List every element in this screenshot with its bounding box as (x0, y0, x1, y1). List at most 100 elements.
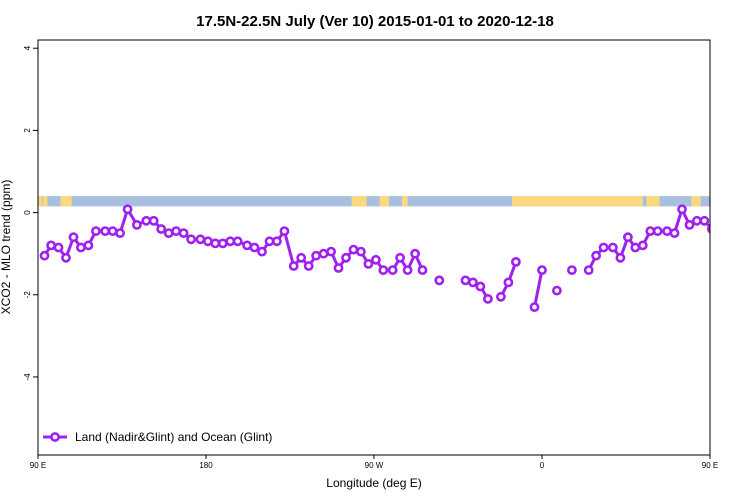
data-point (348, 244, 359, 255)
data-point (475, 281, 486, 292)
data-point (61, 252, 71, 263)
data-point (482, 293, 493, 304)
data-point (107, 226, 118, 236)
data-point (257, 246, 267, 257)
data-point (148, 215, 159, 226)
land-band-segment (38, 196, 42, 207)
land-band-segment (42, 196, 48, 207)
data-point (210, 238, 221, 249)
data-point (370, 254, 381, 265)
land-band-segment (691, 196, 701, 207)
data-point (53, 242, 64, 253)
y-tick-label: 4 (23, 45, 32, 50)
data-point (567, 265, 577, 275)
land-band-segment (646, 196, 660, 207)
data-point (39, 250, 50, 261)
data-point (630, 242, 641, 253)
data-point (178, 228, 189, 238)
data-point (326, 246, 336, 257)
data-point (552, 285, 562, 296)
data-point (91, 226, 101, 236)
land-band-segment (717, 196, 724, 206)
legend-label: Land (Nadir&Glint) and Ocean (Glint) (75, 430, 272, 444)
data-point (529, 302, 540, 312)
data-point (699, 215, 710, 226)
data-point (100, 226, 111, 236)
land-band-segment (512, 196, 643, 207)
data-point (402, 265, 413, 275)
data-point (288, 261, 299, 271)
y-tick-label: -4 (23, 373, 32, 381)
data-point (503, 277, 514, 288)
y-tick-label: 0 (23, 210, 32, 215)
data-point (637, 240, 648, 251)
land-band-segment (351, 196, 367, 207)
y-axis-label: XCO2 - MLO trend (ppm) (0, 180, 13, 315)
data-point (163, 228, 174, 238)
x-tick-label: 180 (199, 461, 213, 470)
data-point (598, 242, 609, 253)
data-point (707, 224, 710, 234)
data-point (417, 265, 428, 275)
data-point (662, 226, 672, 236)
series-line (533, 269, 544, 308)
data-point (723, 230, 730, 237)
data-point (122, 204, 133, 215)
data-point (186, 234, 196, 245)
data-point (495, 291, 506, 302)
data-point (615, 252, 626, 263)
data-point (677, 204, 687, 215)
data-point (83, 240, 94, 251)
legend: Land (Nadir&Glint) and Ocean (Glint) (43, 430, 272, 444)
x-tick-label: 90 E (702, 461, 718, 470)
data-point (232, 236, 243, 247)
data-point (684, 219, 695, 230)
data-point (537, 265, 547, 275)
x-tick-label: 90 W (365, 461, 384, 470)
data-point (623, 232, 633, 243)
data-point (195, 234, 206, 245)
data-point (460, 275, 471, 286)
data-point (434, 275, 445, 286)
land-band-segment (710, 196, 714, 206)
data-point (171, 226, 181, 236)
legend-marker (50, 432, 60, 442)
land-band-segment (60, 196, 72, 207)
data-point (395, 252, 405, 263)
data-point (591, 250, 601, 261)
data-point (341, 252, 351, 263)
data-point (387, 265, 398, 275)
x-tick-label: 0 (540, 461, 545, 470)
x-tick-label: 90 E (30, 461, 46, 470)
series-land-ocean (39, 204, 730, 312)
data-point (363, 258, 374, 269)
data-point (311, 250, 321, 261)
data-point (156, 224, 167, 234)
data-point (318, 248, 329, 259)
land-band-segment (402, 196, 408, 207)
data-point (467, 277, 478, 288)
data-point (378, 265, 389, 275)
data-point (217, 238, 228, 249)
x-axis-label: Longitude (deg E) (326, 476, 421, 490)
y-axis: 4 2 0 -2 -4 (23, 45, 38, 380)
data-point (303, 261, 314, 271)
data-point (131, 219, 142, 230)
data-point (333, 263, 344, 273)
data-point (716, 230, 723, 237)
chart-title: 17.5N-22.5N July (Ver 10) 2015-01-01 to … (196, 13, 554, 30)
data-point (692, 215, 702, 226)
ocean-band (38, 196, 710, 207)
data-point (249, 242, 260, 253)
data-point (669, 228, 680, 238)
land-band-segment (379, 196, 389, 207)
y-tick-label: 2 (23, 128, 32, 133)
data-point (355, 246, 366, 257)
y-tick-label: -2 (23, 291, 32, 299)
data-point (410, 248, 420, 259)
data-point (68, 232, 79, 243)
data-point (271, 236, 282, 247)
x-axis: 90 E 180 90 W 0 90 E (30, 455, 718, 470)
data-point (608, 242, 618, 253)
